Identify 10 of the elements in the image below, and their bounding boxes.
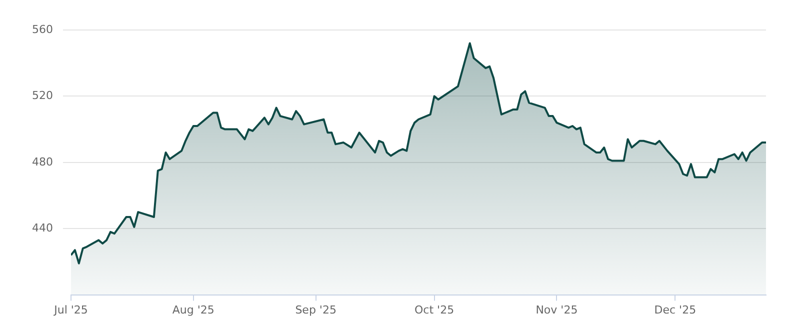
x-tick-label: Jul '25 [53, 303, 88, 316]
y-tick-label: 520 [32, 89, 53, 102]
x-tick-label: Nov '25 [536, 303, 578, 316]
y-tick-label: 440 [32, 221, 53, 234]
y-tick-label: 560 [32, 22, 53, 36]
x-tick-label: Oct '25 [414, 303, 454, 316]
x-tick-label: Aug '25 [172, 303, 214, 316]
x-tick-label: Sep '25 [295, 303, 336, 316]
x-tick-label: Dec '25 [654, 303, 696, 316]
y-tick-label: 480 [32, 155, 53, 168]
